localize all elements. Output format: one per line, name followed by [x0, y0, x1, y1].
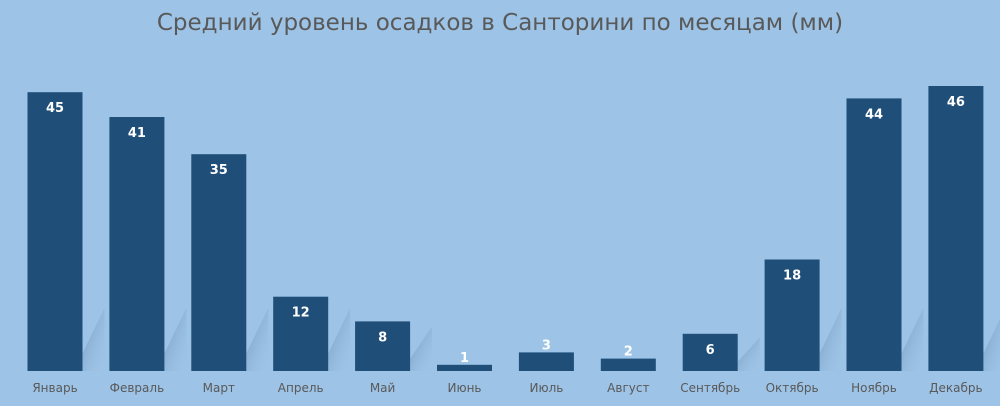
- category-label-2: Февраль: [110, 381, 165, 395]
- bar-shadow: [901, 308, 924, 371]
- data-label-10: 18: [783, 269, 801, 284]
- bar-shadow: [737, 337, 760, 371]
- bar-1: [27, 92, 83, 371]
- data-label-8: 2: [624, 345, 633, 360]
- data-label-5: 8: [378, 330, 387, 345]
- category-label-10: Октябрь: [766, 381, 819, 395]
- category-label-1: Январь: [32, 381, 77, 395]
- bar-shadow: [819, 308, 842, 371]
- chart-title: Средний уровень осадков в Санторини по м…: [156, 10, 844, 36]
- bar-12: [928, 86, 984, 371]
- category-label-9: Сентябрь: [680, 381, 740, 395]
- data-label-1: 45: [46, 101, 64, 116]
- category-label-7: Июль: [529, 381, 563, 395]
- bar-shadow: [164, 308, 187, 371]
- data-label-2: 41: [128, 126, 146, 141]
- bar-9: [682, 333, 738, 371]
- bar-10: [764, 259, 820, 371]
- bar-7: [518, 352, 574, 371]
- category-label-8: Август: [607, 381, 649, 395]
- category-labels: Январь Февраль Март Апрель Май Июнь Июль Август…: [32, 381, 982, 395]
- category-label-6: Июнь: [448, 381, 482, 395]
- bar-shadows: [82, 308, 1000, 371]
- data-label-6: 1: [460, 351, 469, 366]
- bar-shadow: [983, 319, 1000, 371]
- data-label-11: 44: [865, 107, 883, 122]
- bar-shadow: [82, 308, 105, 371]
- bar-4: [273, 296, 329, 371]
- bar-3: [191, 154, 247, 371]
- category-label-4: Апрель: [278, 381, 324, 395]
- bar-8: [600, 358, 656, 371]
- bar-6: [437, 364, 492, 371]
- data-label-7: 3: [542, 338, 551, 353]
- data-label-3: 35: [210, 163, 228, 178]
- bar-11: [846, 98, 902, 372]
- data-label-9: 6: [706, 343, 715, 358]
- bar-5: [355, 321, 411, 371]
- category-label-5: Май: [370, 381, 396, 395]
- category-label-11: Ноябрь: [851, 381, 897, 395]
- category-label-12: Декабрь: [929, 381, 982, 395]
- bar-shadow: [246, 308, 269, 371]
- category-label-3: Март: [203, 381, 235, 395]
- bar-shadow: [410, 326, 433, 371]
- data-label-4: 12: [292, 306, 310, 321]
- bar-shadow: [328, 308, 351, 371]
- bars: [27, 86, 984, 372]
- data-label-12: 46: [947, 95, 965, 110]
- data-labels: 45 41 35 12 8 1 3 2 6 18 44 46: [46, 95, 965, 366]
- bar-2: [109, 117, 165, 371]
